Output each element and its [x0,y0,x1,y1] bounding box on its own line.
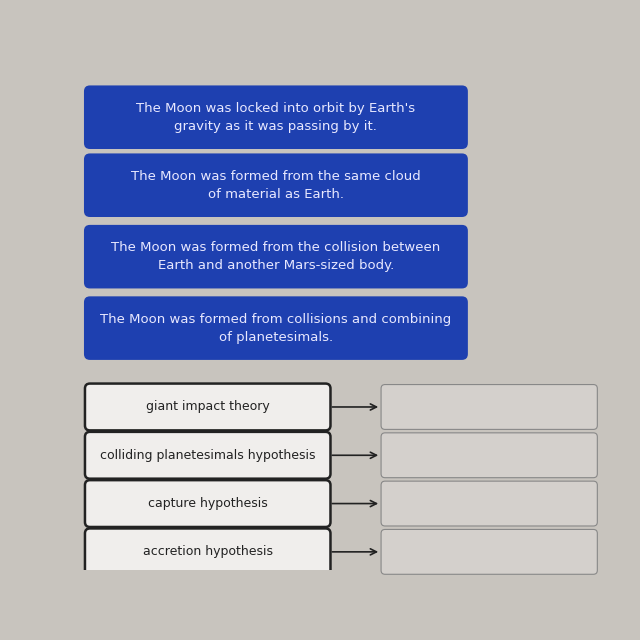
Text: The Moon was formed from collisions and combining
of planetesimals.: The Moon was formed from collisions and … [100,312,452,344]
FancyBboxPatch shape [84,296,468,360]
Text: accretion hypothesis: accretion hypothesis [143,545,273,558]
Text: capture hypothesis: capture hypothesis [148,497,268,510]
FancyBboxPatch shape [84,154,468,217]
FancyBboxPatch shape [381,433,597,477]
FancyBboxPatch shape [381,385,597,429]
FancyBboxPatch shape [84,225,468,289]
Text: giant impact theory: giant impact theory [146,401,269,413]
Text: The Moon was locked into orbit by Earth's
gravity as it was passing by it.: The Moon was locked into orbit by Earth'… [136,102,415,132]
Text: The Moon was formed from the same cloud
of material as Earth.: The Moon was formed from the same cloud … [131,170,420,201]
FancyBboxPatch shape [85,432,330,479]
FancyBboxPatch shape [381,481,597,526]
FancyBboxPatch shape [85,383,330,430]
FancyBboxPatch shape [381,529,597,574]
FancyBboxPatch shape [85,480,330,527]
Text: The Moon was formed from the collision between
Earth and another Mars-sized body: The Moon was formed from the collision b… [111,241,440,272]
FancyBboxPatch shape [84,85,468,149]
FancyBboxPatch shape [85,529,330,575]
Text: colliding planetesimals hypothesis: colliding planetesimals hypothesis [100,449,316,462]
